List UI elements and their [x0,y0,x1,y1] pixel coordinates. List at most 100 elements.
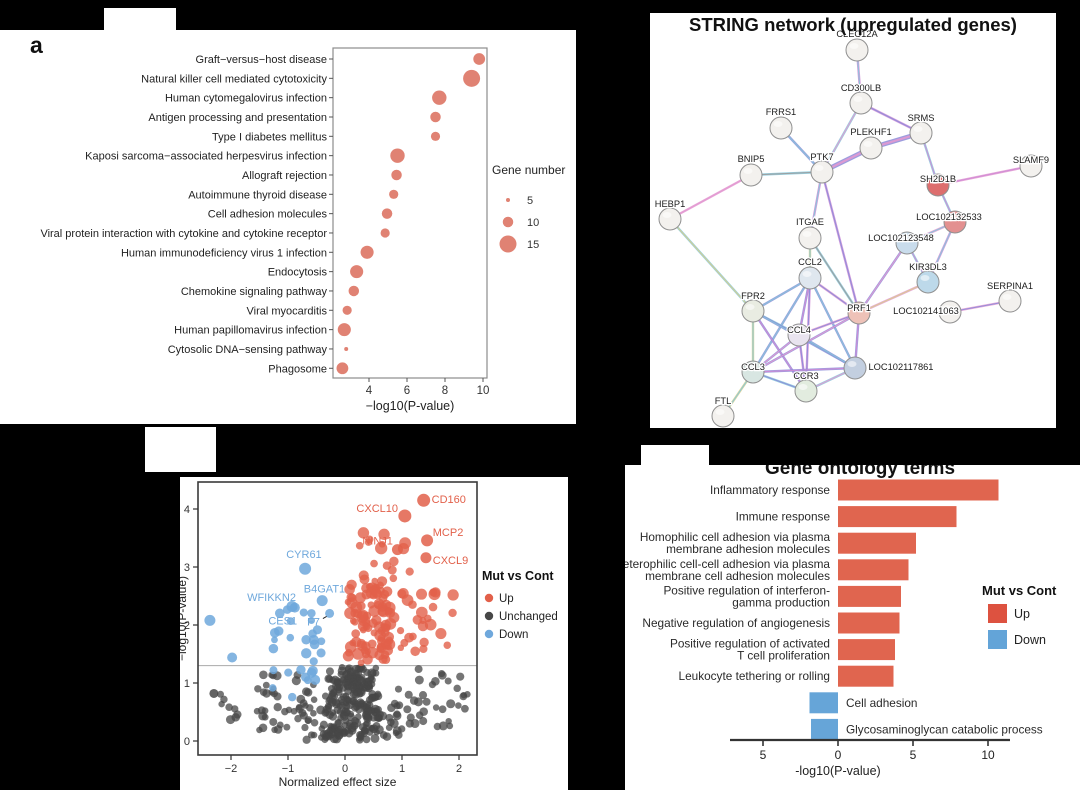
go-barchart-chart: Gene ontology terms Inflammatory response… [625,465,1057,778]
svg-text:6: 6 [404,385,410,397]
svg-text:membrane cell adhesion molecul: membrane cell adhesion molecules [645,569,830,583]
svg-text:Down: Down [499,629,528,641]
svg-text:Type I diabetes mellitus: Type I diabetes mellitus [212,131,327,143]
svg-text:Viral myocarditis: Viral myocarditis [247,305,328,317]
svg-text:CXCL10: CXCL10 [356,503,398,515]
volcano-chart: CD160 CXCL10 MCP2 NINJ1 CXCL9 CYR61 B4GAT1 WFIK… [180,481,558,789]
volcano-panel: CD160 CXCL10 MCP2 NINJ1 CXCL9 CYR61 B4GAT1 WFIK… [180,477,568,790]
svg-text:Positive regulation of activat: Positive regulation of activated [670,637,830,651]
svg-text:gamma production: gamma production [732,595,830,609]
svg-text:Human papillomavirus infection: Human papillomavirus infection [174,325,327,337]
svg-text:T cell proliferation: T cell proliferation [737,649,830,663]
svg-text:−log10(P-value): −log10(P-value) [180,576,189,661]
svg-text:8: 8 [442,385,448,397]
svg-text:Autoimmune thyroid disease: Autoimmune thyroid disease [188,189,327,201]
svg-text:0: 0 [184,736,190,748]
string-network-chart: CLEC12A CD300LB FRRS1 SRMS PLEKHF1 SLAMF9 PTK7… [650,6,1056,428]
svg-text:5: 5 [910,748,917,762]
svg-text:WFIKKN2: WFIKKN2 [247,592,296,604]
svg-text:MCP2: MCP2 [433,527,464,539]
svg-text:ITGAE: ITGAE [796,217,824,227]
svg-text:LOC102123548: LOC102123548 [868,233,934,243]
svg-text:Normalized effect size: Normalized effect size [279,775,397,789]
svg-text:LOC102132533: LOC102132533 [916,212,982,222]
svg-text:Negative regulation of angioge: Negative regulation of angiogenesis [642,616,830,630]
svg-text:membrane adhesion molecules: membrane adhesion molecules [666,542,830,556]
svg-text:10: 10 [477,385,490,397]
string-network-panel: CLEC12A CD300LB FRRS1 SRMS PLEKHF1 SLAMF9 PTK7… [650,6,1056,428]
svg-text:Viral protein interaction with: Viral protein interaction with cytokine … [40,228,327,240]
svg-text:CCL3: CCL3 [741,362,765,372]
svg-text:Chemokine signaling pathway: Chemokine signaling pathway [181,286,328,298]
svg-text:F7: F7 [307,617,320,629]
svg-text:Positive regulation of interfe: Positive regulation of interferon- [663,583,830,597]
figure-label: a [30,32,43,58]
svg-text:Human cytomegalovirus infectio: Human cytomegalovirus infection [165,93,327,105]
svg-text:PRF1: PRF1 [847,303,871,313]
svg-text:Inflammatory response: Inflammatory response [710,483,830,497]
panel-c-tab [145,427,216,472]
svg-text:CD160: CD160 [432,494,466,506]
svg-text:SH2D1B: SH2D1B [920,174,956,184]
svg-text:Gene number: Gene number [492,163,565,177]
svg-text:Mut vs Cont: Mut vs Cont [482,569,554,583]
svg-text:−log10(P-value): −log10(P-value) [366,399,455,413]
panel-a-tab [104,8,176,31]
svg-text:LOC102141063: LOC102141063 [893,306,959,316]
svg-text:Cytosolic DNA−sensing pathway: Cytosolic DNA−sensing pathway [168,344,328,356]
svg-text:FRRS1: FRRS1 [766,107,796,117]
svg-text:Down: Down [1014,633,1046,647]
svg-text:PLEKHF1: PLEKHF1 [850,127,891,137]
svg-text:10: 10 [981,748,995,762]
svg-text:B4GAT1: B4GAT1 [304,583,345,595]
svg-text:Graft−versus−host disease: Graft−versus−host disease [196,54,327,66]
svg-text:SLAMF9: SLAMF9 [1013,155,1049,165]
svg-text:5: 5 [527,195,533,207]
svg-text:0: 0 [835,748,842,762]
svg-text:CCL2: CCL2 [798,257,822,267]
svg-text:CD300LB: CD300LB [841,83,881,93]
svg-text:PTK7: PTK7 [810,152,833,162]
svg-text:CES1: CES1 [268,615,297,627]
svg-text:2: 2 [456,763,462,775]
svg-text:5: 5 [760,748,767,762]
svg-text:Antigen processing and present: Antigen processing and presentation [148,112,327,124]
svg-text:Homophilic cell adhesion via p: Homophilic cell adhesion via plasma [640,530,831,544]
svg-text:FTL: FTL [715,396,732,406]
svg-text:Heterophilic cell-cell adhesio: Heterophilic cell-cell adhesion via plas… [625,557,830,571]
svg-text:BNIP5: BNIP5 [738,154,765,164]
svg-text:SERPINA1: SERPINA1 [987,281,1033,291]
svg-text:Cell adhesion: Cell adhesion [846,696,917,710]
svg-text:CXCL9: CXCL9 [433,555,468,567]
svg-text:−2: −2 [225,763,238,775]
svg-text:Human immunodeficiency virus 1: Human immunodeficiency virus 1 infection [121,247,327,259]
svg-text:CLEC12A: CLEC12A [836,29,878,39]
svg-text:Leukocyte tethering or rolling: Leukocyte tethering or rolling [679,669,830,683]
svg-text:Up: Up [1014,607,1030,621]
svg-text:Endocytosis: Endocytosis [268,267,328,279]
svg-text:CCR3: CCR3 [793,371,818,381]
svg-text:10: 10 [527,217,539,229]
svg-text:3: 3 [184,562,190,574]
svg-text:−1: −1 [282,763,295,775]
svg-text:2: 2 [184,620,190,632]
svg-text:1: 1 [399,763,405,775]
svg-text:4: 4 [184,504,190,516]
svg-text:NINJ1: NINJ1 [362,535,393,547]
svg-text:CCL4: CCL4 [787,325,811,335]
kegg-dotplot-panel: a Graft−versus−host disease Natural kille… [0,30,576,424]
svg-text:KIR3DL3: KIR3DL3 [909,262,947,272]
svg-text:1: 1 [184,678,190,690]
svg-text:CYR61: CYR61 [286,549,321,561]
svg-text:Kaposi sarcoma−associated herp: Kaposi sarcoma−associated herpesvirus in… [85,151,327,163]
svg-text:SRMS: SRMS [908,113,935,123]
svg-text:Glycosaminoglycan catabolic pr: Glycosaminoglycan catabolic process [846,722,1043,736]
svg-text:Phagosome: Phagosome [268,363,327,375]
svg-text:Unchanged: Unchanged [499,611,558,623]
svg-text:Mut vs Cont: Mut vs Cont [982,583,1057,598]
go-barchart-panel: Gene ontology terms Inflammatory response… [625,465,1080,790]
kegg-dotplot-chart: Graft−versus−host disease Natural killer … [40,47,565,413]
svg-text:FPR2: FPR2 [741,291,765,301]
svg-text:Natural killer cell mediated c: Natural killer cell mediated cytotoxicit… [141,73,327,85]
